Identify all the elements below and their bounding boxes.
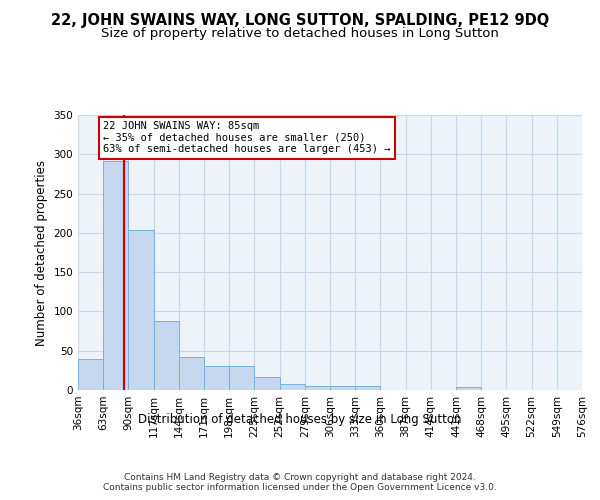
Text: 22 JOHN SWAINS WAY: 85sqm
← 35% of detached houses are smaller (250)
63% of semi: 22 JOHN SWAINS WAY: 85sqm ← 35% of detac… [103, 122, 391, 154]
Bar [154, 321, 179, 390]
Bar [355, 386, 380, 390]
Bar [280, 384, 305, 390]
Bar [204, 366, 229, 390]
Bar [305, 386, 330, 390]
Bar [229, 366, 254, 390]
Bar [456, 387, 481, 390]
Bar [128, 230, 154, 390]
Text: Distribution of detached houses by size in Long Sutton: Distribution of detached houses by size … [138, 412, 462, 426]
Y-axis label: Number of detached properties: Number of detached properties [35, 160, 48, 346]
Bar [179, 357, 204, 390]
Text: 22, JOHN SWAINS WAY, LONG SUTTON, SPALDING, PE12 9DQ: 22, JOHN SWAINS WAY, LONG SUTTON, SPALDI… [51, 12, 549, 28]
Bar [78, 358, 103, 390]
Text: Size of property relative to detached houses in Long Sutton: Size of property relative to detached ho… [101, 28, 499, 40]
Bar [254, 378, 280, 390]
Bar [103, 162, 128, 390]
Text: Contains HM Land Registry data © Crown copyright and database right 2024.
Contai: Contains HM Land Registry data © Crown c… [103, 473, 497, 492]
Bar [330, 386, 355, 390]
